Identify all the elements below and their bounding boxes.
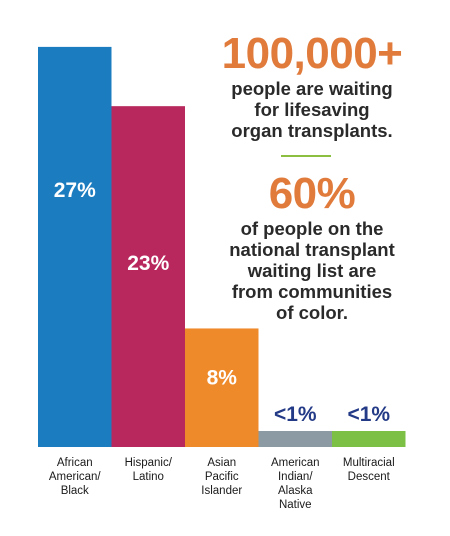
stat-waiting: 100,000+ people are waiting for lifesavi… xyxy=(192,29,432,142)
category-label-0: African American/Black xyxy=(49,457,102,497)
category-label-1: Hispanic/Latino xyxy=(125,457,173,483)
value-label-0: 27% xyxy=(54,179,96,202)
category-label-4: Multiracial Descent xyxy=(343,457,395,483)
category-labels-group: African American/Black Hispanic/Latino Asia… xyxy=(49,457,395,511)
waiting-line-2: for lifesaving xyxy=(254,99,370,120)
value-label-4: <1% xyxy=(347,403,390,426)
category-label-2: Asian Pacific Islander xyxy=(201,457,242,497)
category-label-3: American Indian/Alaska Native xyxy=(271,457,320,511)
bar-4 xyxy=(332,431,406,447)
percent-line-3: waiting list are xyxy=(247,260,377,281)
waiting-line-1: people are waiting xyxy=(231,78,393,99)
bars-group xyxy=(38,46,406,448)
bar-1 xyxy=(111,106,185,448)
percent-line-2: national transplant xyxy=(229,239,395,260)
bar-3 xyxy=(258,431,332,447)
percent-line-1: of people on the xyxy=(240,218,384,239)
waiting-line-3: organ transplants. xyxy=(231,120,393,141)
bar-2 xyxy=(185,328,259,447)
percent-line-4: from communities xyxy=(231,281,393,302)
value-label-3: <1% xyxy=(274,403,317,426)
stat-communities-of-color: 60% of people on the national transplant… xyxy=(192,169,432,324)
bar-0 xyxy=(38,46,112,448)
percent-description: of people on the national transplant wai… xyxy=(192,218,432,323)
value-label-2: 8% xyxy=(207,366,238,389)
percent-line-5: of color. xyxy=(276,302,348,323)
divider xyxy=(281,155,331,157)
value-label-1: 23% xyxy=(127,252,169,275)
headline-percent: 60% xyxy=(268,169,356,218)
headline-waiting-count: 100,000+ xyxy=(221,29,403,78)
waiting-description: people are waiting for lifesaving organ … xyxy=(192,78,432,141)
value-labels-group: 27% 23% 8% <1% <1% xyxy=(54,179,391,426)
